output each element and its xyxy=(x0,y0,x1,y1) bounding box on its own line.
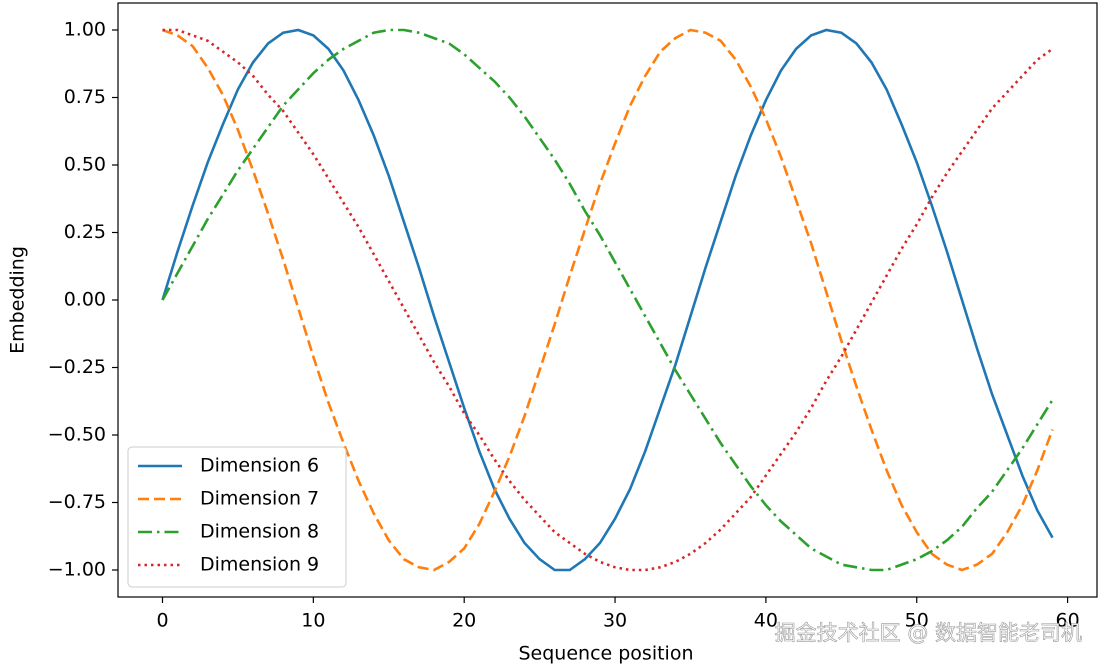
legend: Dimension 6 Dimension 7 Dimension 8 Dimensi… xyxy=(127,446,347,588)
y-tick-label: 1.00 xyxy=(64,19,106,41)
y-tick-label: −0.25 xyxy=(48,356,106,378)
series-line xyxy=(161,28,1054,572)
x-tick-label: 0 xyxy=(156,610,168,632)
plot-frame xyxy=(117,2,1098,598)
y-tick-label: −1.00 xyxy=(48,559,106,581)
x-tick-label: 60 xyxy=(1055,610,1079,632)
y-tick-label: 0.75 xyxy=(64,86,106,108)
y-tick-label: 0.00 xyxy=(64,289,106,311)
x-tick-label: 20 xyxy=(452,610,476,632)
y-tick-label: −0.50 xyxy=(48,424,106,446)
y-tick-label: 0.50 xyxy=(64,154,106,176)
x-tick-label: 10 xyxy=(301,610,325,632)
x-tick-label: 30 xyxy=(603,610,627,632)
y-axis-label: Embedding xyxy=(7,246,29,354)
legend-box xyxy=(127,446,347,588)
legend-label: Dimension 6 xyxy=(200,455,319,477)
x-tick-label: 50 xyxy=(905,610,929,632)
series-line xyxy=(161,28,1054,572)
series-line xyxy=(162,28,1054,572)
y-tick-label: 0.25 xyxy=(64,221,106,243)
y-tick-label: −0.75 xyxy=(48,491,106,513)
legend-label: Dimension 8 xyxy=(200,521,319,543)
watermark: 掘金技术社区 @ 数据智能老司机 xyxy=(775,621,1082,645)
series-line xyxy=(162,28,1054,572)
legend-label: Dimension 9 xyxy=(200,554,319,576)
x-tick-label: 40 xyxy=(754,610,778,632)
x-axis-label: Sequence position xyxy=(518,643,693,665)
legend-label: Dimension 7 xyxy=(200,488,319,510)
